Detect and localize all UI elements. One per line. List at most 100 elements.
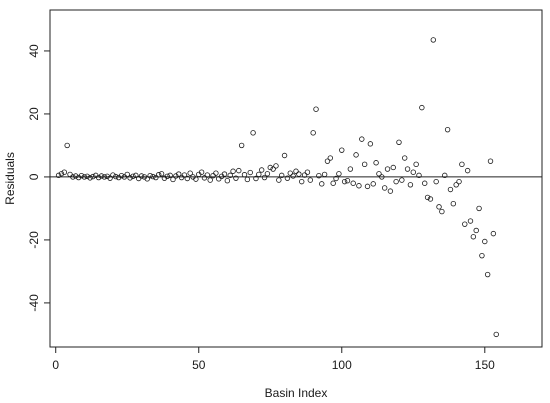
data-point xyxy=(144,176,150,182)
data-point xyxy=(130,173,136,179)
y-tick-label: 0 xyxy=(27,173,41,180)
data-point xyxy=(442,172,448,179)
data-point xyxy=(373,160,379,166)
data-point xyxy=(404,166,411,172)
data-point xyxy=(473,227,479,234)
data-point xyxy=(101,174,108,180)
data-point xyxy=(155,172,162,178)
data-point xyxy=(467,218,474,224)
data-point xyxy=(456,178,462,185)
data-point xyxy=(73,173,79,179)
data-point xyxy=(287,170,293,176)
data-point xyxy=(450,200,457,207)
data-point xyxy=(261,174,268,181)
data-point xyxy=(70,174,76,180)
data-point xyxy=(55,172,62,179)
data-point xyxy=(464,167,471,174)
data-point xyxy=(416,172,422,179)
data-point xyxy=(427,196,434,202)
data-point xyxy=(493,331,499,338)
data-point xyxy=(107,175,113,181)
data-point xyxy=(327,155,334,161)
data-point xyxy=(341,178,348,185)
data-point xyxy=(424,194,431,201)
data-point xyxy=(447,186,454,193)
data-point xyxy=(276,177,282,183)
data-point xyxy=(307,177,314,183)
data-point xyxy=(393,178,399,185)
data-point xyxy=(81,174,88,180)
data-point xyxy=(281,152,288,159)
data-point xyxy=(444,126,451,133)
data-point xyxy=(124,171,130,178)
data-point xyxy=(127,175,133,181)
data-point xyxy=(87,175,93,181)
data-point xyxy=(407,182,414,188)
data-point xyxy=(339,147,345,153)
data-point xyxy=(153,174,159,181)
data-point xyxy=(364,183,371,190)
data-point xyxy=(462,221,468,227)
y-tick-label: 40 xyxy=(27,44,41,58)
data-point xyxy=(376,171,382,177)
data-point xyxy=(187,170,193,176)
data-point xyxy=(118,172,125,179)
data-point xyxy=(201,175,208,181)
data-points-layer xyxy=(55,37,499,338)
data-point xyxy=(233,175,239,181)
data-point xyxy=(347,166,354,172)
data-point xyxy=(476,205,482,212)
data-point xyxy=(278,172,285,179)
data-point xyxy=(479,252,485,259)
data-point xyxy=(193,176,199,182)
data-point xyxy=(316,172,322,179)
data-point xyxy=(319,181,325,187)
data-point xyxy=(147,172,153,179)
data-point xyxy=(353,152,359,158)
data-point xyxy=(113,173,119,180)
x-tick-label: 50 xyxy=(192,358,206,372)
data-point xyxy=(213,170,219,176)
data-point xyxy=(176,171,182,177)
data-point xyxy=(401,155,408,161)
data-point xyxy=(256,171,262,178)
data-point xyxy=(330,180,336,186)
data-point xyxy=(198,169,205,175)
data-point xyxy=(396,139,402,145)
data-point xyxy=(61,169,68,175)
data-point xyxy=(487,158,494,164)
data-point xyxy=(436,204,442,210)
data-point xyxy=(95,174,102,181)
x-tick-label: 100 xyxy=(332,358,352,372)
data-point xyxy=(204,172,211,178)
data-point xyxy=(356,183,362,189)
data-point xyxy=(324,158,331,164)
data-point xyxy=(258,167,265,173)
data-point xyxy=(247,169,253,176)
data-point xyxy=(484,271,491,278)
data-point xyxy=(90,173,96,180)
x-tick-label: 150 xyxy=(475,358,495,372)
data-point xyxy=(98,173,105,179)
data-point xyxy=(430,37,437,43)
data-point xyxy=(304,169,311,175)
data-point xyxy=(470,234,477,240)
data-point xyxy=(207,177,213,183)
data-point xyxy=(410,169,416,175)
data-point xyxy=(170,176,176,183)
data-point xyxy=(84,173,90,179)
data-point xyxy=(422,180,428,186)
data-point xyxy=(367,141,374,147)
data-point xyxy=(58,171,65,177)
data-point xyxy=(290,173,296,179)
x-axis: 0 50 100 150 xyxy=(52,347,495,372)
data-point xyxy=(64,142,70,149)
x-axis-label: Basin Index xyxy=(265,386,328,400)
data-point xyxy=(224,178,231,184)
data-point xyxy=(184,175,191,182)
data-point xyxy=(359,136,365,142)
data-point xyxy=(419,104,425,111)
data-point xyxy=(133,172,139,179)
data-point xyxy=(333,175,339,182)
